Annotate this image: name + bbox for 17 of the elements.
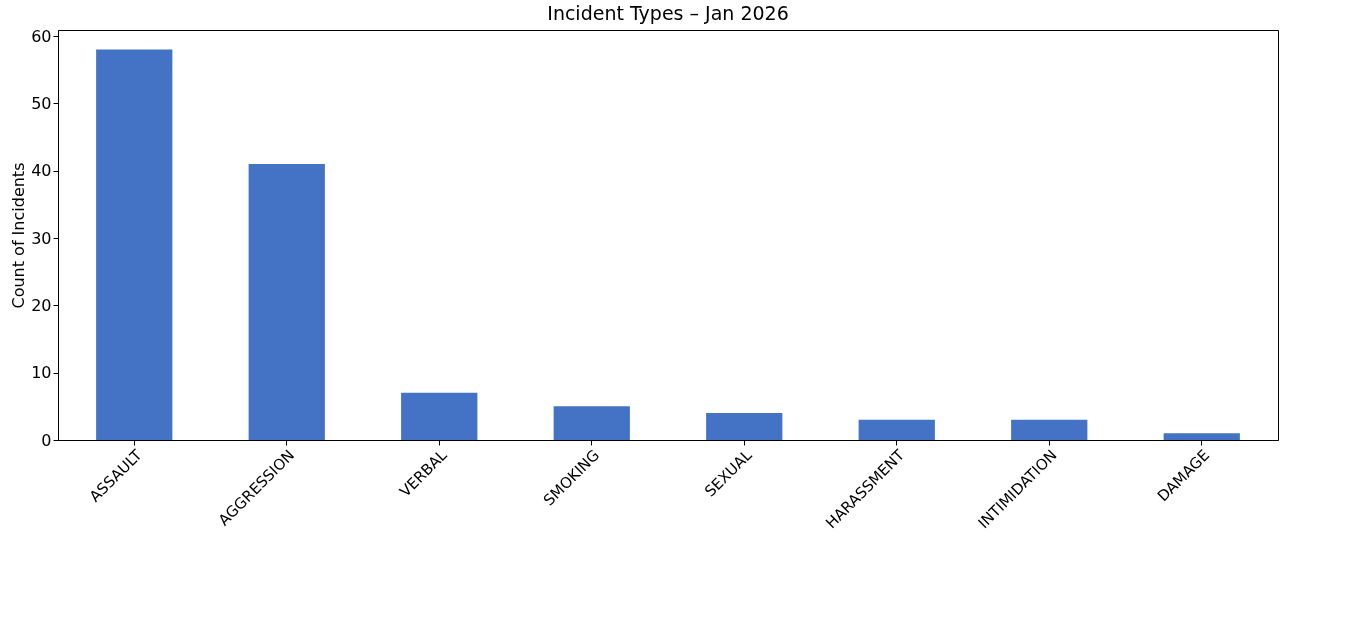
y-tick-label: 10 (31, 363, 52, 383)
y-tick-label: 30 (31, 228, 52, 248)
bar (401, 392, 478, 440)
y-axis-title: Count of Incidents (9, 162, 29, 309)
bar (553, 406, 630, 440)
bar (1163, 433, 1240, 440)
y-tick-label: 40 (31, 161, 52, 181)
bar (858, 419, 935, 440)
bar (248, 163, 325, 440)
chart-title: Incident Types – Jan 2026 (547, 2, 789, 25)
bar (1011, 419, 1088, 440)
y-tick-label: 50 (31, 93, 52, 113)
y-tick-label: 20 (31, 295, 52, 315)
bar (706, 413, 783, 440)
y-tick-label: 60 (31, 26, 52, 46)
bar (96, 49, 173, 440)
y-tick-label: 0 (41, 430, 52, 450)
